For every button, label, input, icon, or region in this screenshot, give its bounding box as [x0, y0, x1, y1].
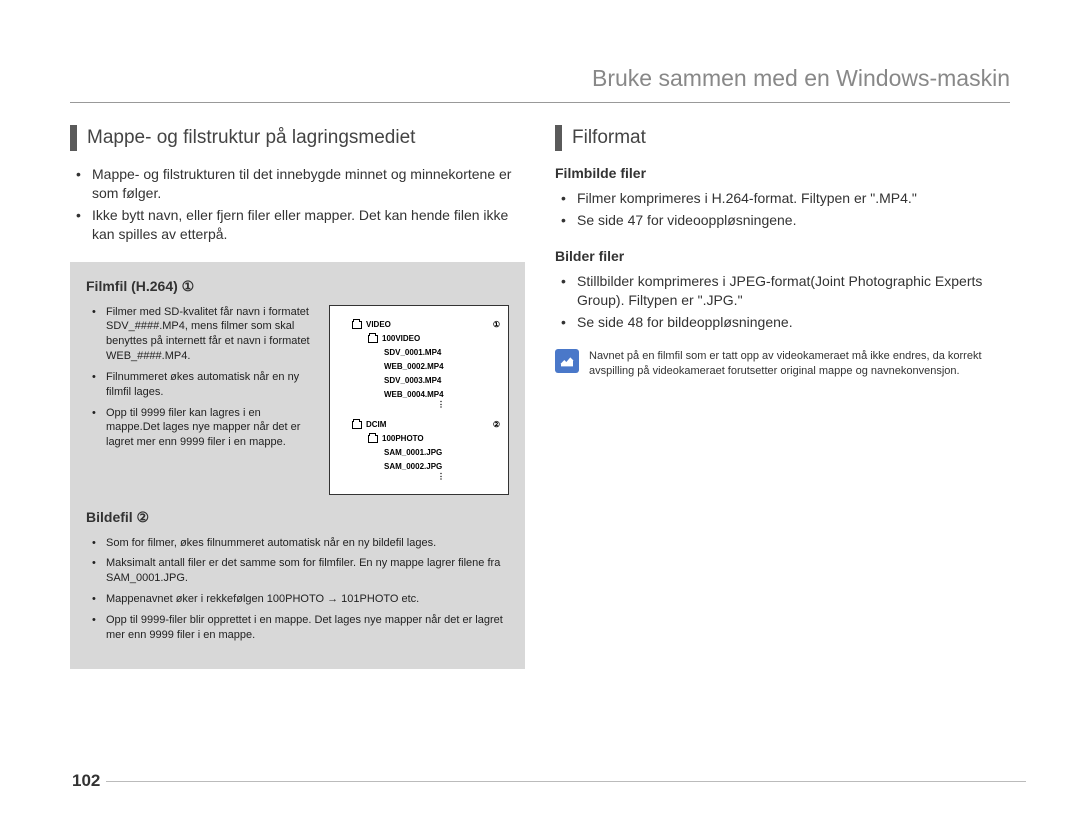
- intro-item: Mappe- og filstrukturen til det innebygd…: [76, 165, 525, 203]
- note-box: Navnet på en filmfil som er tatt opp av …: [555, 349, 1010, 379]
- section-heading-right: Filformat: [555, 125, 1010, 151]
- list-item: Se side 48 for bildeoppløsningene.: [561, 313, 1010, 332]
- list-item: Opp til 9999-filer blir opprettet i en m…: [92, 613, 509, 643]
- list-item: Filnummeret økes automatisk når en ny fi…: [92, 370, 317, 400]
- bilder-list: Stillbilder komprimeres i JPEG-format(Jo…: [555, 272, 1010, 332]
- gray-panel: Filmfil (H.264) ① Filmer med SD-kvalitet…: [70, 262, 525, 669]
- folder-icon: [352, 321, 362, 329]
- intro-item: Ikke bytt navn, eller fjern filer eller …: [76, 206, 525, 244]
- right-column: Filformat Filmbilde filer Filmer komprim…: [555, 125, 1010, 669]
- list-item: Maksimalt antall filer er det samme som …: [92, 556, 509, 586]
- filmfil-list: Filmer med SD-kvalitet får navn i format…: [86, 305, 317, 451]
- bildefil-list: Som for filmer, økes filnummeret automat…: [86, 536, 509, 643]
- filmbilde-heading: Filmbilde filer: [555, 165, 1010, 181]
- left-column: Mappe- og filstruktur på lagringsmediet …: [70, 125, 525, 669]
- section-heading-left: Mappe- og filstruktur på lagringsmediet: [70, 125, 525, 151]
- list-item: Se side 47 for videooppløsningene.: [561, 211, 1010, 230]
- page-number: 102: [72, 771, 100, 791]
- folder-tree-diagram: VIDEO① 100VIDEO SDV_0001.MP4 WEB_0002.MP…: [329, 305, 509, 495]
- folder-icon: [368, 435, 378, 443]
- list-item: Filmer med SD-kvalitet får navn i format…: [92, 305, 317, 364]
- list-item: Som for filmer, økes filnummeret automat…: [92, 536, 509, 551]
- intro-list: Mappe- og filstrukturen til det innebygd…: [70, 165, 525, 244]
- section-title: Filformat: [572, 125, 646, 151]
- filmbilde-list: Filmer komprimeres i H.264-format. Filty…: [555, 189, 1010, 230]
- filmfil-heading: Filmfil (H.264) ①: [86, 278, 509, 295]
- list-item: Opp til 9999 filer kan lagres i en mappe…: [92, 406, 317, 451]
- folder-icon: [352, 421, 362, 429]
- note-text: Navnet på en filmfil som er tatt opp av …: [589, 349, 1010, 379]
- list-item: Mappenavnet øker i rekkefølgen 100PHOTO …: [92, 592, 509, 607]
- note-icon: [555, 349, 579, 373]
- folder-icon: [368, 335, 378, 343]
- bilder-heading: Bilder filer: [555, 248, 1010, 264]
- section-title: Mappe- og filstruktur på lagringsmediet: [87, 125, 415, 151]
- page-header: Bruke sammen med en Windows-maskin: [70, 65, 1010, 103]
- bildefil-heading: Bildefil ②: [86, 509, 509, 526]
- list-item: Stillbilder komprimeres i JPEG-format(Jo…: [561, 272, 1010, 310]
- list-item: Filmer komprimeres i H.264-format. Filty…: [561, 189, 1010, 208]
